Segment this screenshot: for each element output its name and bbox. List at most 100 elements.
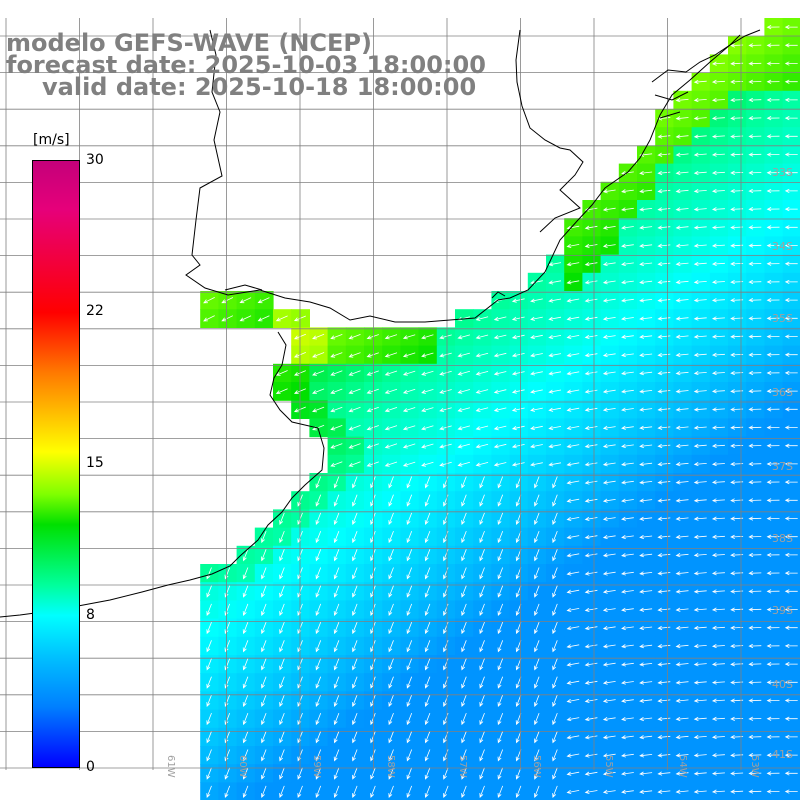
wind-arrow xyxy=(784,188,798,194)
wind-arrow xyxy=(602,644,616,649)
wind-arrow xyxy=(352,512,358,525)
wind-arrow xyxy=(330,352,343,358)
wind-arrow xyxy=(348,352,361,358)
latitude-label: 39S xyxy=(772,604,793,617)
wind-arrow xyxy=(784,407,798,412)
wind-arrow xyxy=(675,371,689,376)
wind-arrow xyxy=(548,298,562,303)
wind-arrow xyxy=(406,567,413,580)
wind-arrow xyxy=(584,316,598,321)
wind-arrow xyxy=(621,316,634,321)
wind-arrow xyxy=(497,694,504,707)
wind-arrow xyxy=(402,352,416,358)
wind-arrow xyxy=(534,603,540,616)
wind-arrow xyxy=(388,767,394,780)
wind-arrow xyxy=(711,698,725,703)
wind-arrow xyxy=(315,676,322,689)
wind-arrow xyxy=(584,735,598,740)
wind-arrow xyxy=(784,225,798,230)
wind-arrow xyxy=(748,643,762,649)
wind-arrow xyxy=(784,734,798,740)
wind-arrow xyxy=(675,443,689,449)
wind-arrow xyxy=(711,643,725,649)
latitude-label: 40S xyxy=(772,678,793,691)
wind-arrow xyxy=(657,462,671,467)
wind-arrow xyxy=(639,407,653,412)
wind-arrow xyxy=(748,516,762,521)
wind-arrow xyxy=(693,98,707,103)
wind-arrow xyxy=(402,334,416,340)
wind-arrow xyxy=(330,443,343,449)
wind-arrow xyxy=(584,771,598,776)
wind-arrow xyxy=(657,389,671,394)
wind-arrow xyxy=(711,789,725,794)
wind-arrow xyxy=(406,585,413,598)
wind-arrow xyxy=(352,785,358,798)
wind-arrow xyxy=(784,116,798,121)
wind-arrow xyxy=(566,571,580,576)
wind-arrow xyxy=(784,134,798,139)
wind-arrow xyxy=(584,480,598,485)
wind-arrow xyxy=(352,494,358,507)
wind-arrow xyxy=(552,749,558,762)
wind-arrow xyxy=(639,280,653,285)
wind-arrow xyxy=(639,480,653,485)
river-inland xyxy=(224,284,506,299)
wind-arrow xyxy=(352,530,358,544)
wind-arrow xyxy=(548,334,562,340)
wind-arrow xyxy=(602,789,616,794)
wind-arrow xyxy=(675,116,689,121)
wind-arrow xyxy=(657,189,671,194)
wind-arrow xyxy=(461,767,467,780)
wind-arrow xyxy=(457,370,471,376)
wind-arrow xyxy=(675,389,689,394)
wind-arrow xyxy=(475,425,489,431)
wind-arrow xyxy=(711,407,725,412)
wind-arrow xyxy=(333,567,340,580)
wind-arrow xyxy=(497,676,504,689)
wind-arrow xyxy=(242,658,249,671)
wind-arrow xyxy=(479,549,485,562)
wind-arrow xyxy=(584,571,598,576)
wind-arrow xyxy=(479,712,485,726)
wind-arrow xyxy=(566,735,580,740)
wind-arrow xyxy=(584,280,598,285)
wind-arrow xyxy=(475,352,489,358)
wind-arrow xyxy=(388,785,394,798)
wind-arrow xyxy=(457,425,471,431)
wind-arrow xyxy=(748,116,762,121)
wind-arrow xyxy=(784,571,798,576)
wind-arrow xyxy=(352,621,358,635)
wind-arrow xyxy=(279,603,285,616)
wind-arrow xyxy=(530,298,543,303)
wind-arrow xyxy=(784,261,798,266)
wind-arrow xyxy=(424,749,431,762)
wind-arrow xyxy=(315,494,322,507)
wind-arrow xyxy=(497,549,504,562)
wind-arrow xyxy=(748,316,762,321)
wind-arrow xyxy=(766,480,780,485)
wind-arrow xyxy=(711,607,725,612)
wind-arrow xyxy=(424,549,431,562)
wind-arrow xyxy=(766,316,780,321)
wind-arrow xyxy=(675,553,689,558)
wind-arrow xyxy=(330,334,343,340)
wind-arrow xyxy=(315,658,322,671)
wind-arrow xyxy=(493,462,507,467)
wind-arrow xyxy=(424,621,431,635)
wind-arrow xyxy=(457,461,471,467)
wind-arrow xyxy=(461,530,467,544)
wind-arrow xyxy=(621,261,634,267)
wind-arrow xyxy=(766,61,780,66)
wind-arrow xyxy=(333,476,340,489)
wind-arrow xyxy=(552,676,558,689)
wind-arrow xyxy=(675,298,689,303)
wind-arrow xyxy=(675,607,689,612)
wind-arrow xyxy=(657,589,671,594)
wind-arrow xyxy=(421,389,434,394)
wind-arrow xyxy=(639,698,653,703)
wind-arrow xyxy=(748,625,762,630)
wind-arrow xyxy=(406,494,413,507)
wind-arrow xyxy=(315,512,322,525)
wind-arrow xyxy=(784,552,798,558)
